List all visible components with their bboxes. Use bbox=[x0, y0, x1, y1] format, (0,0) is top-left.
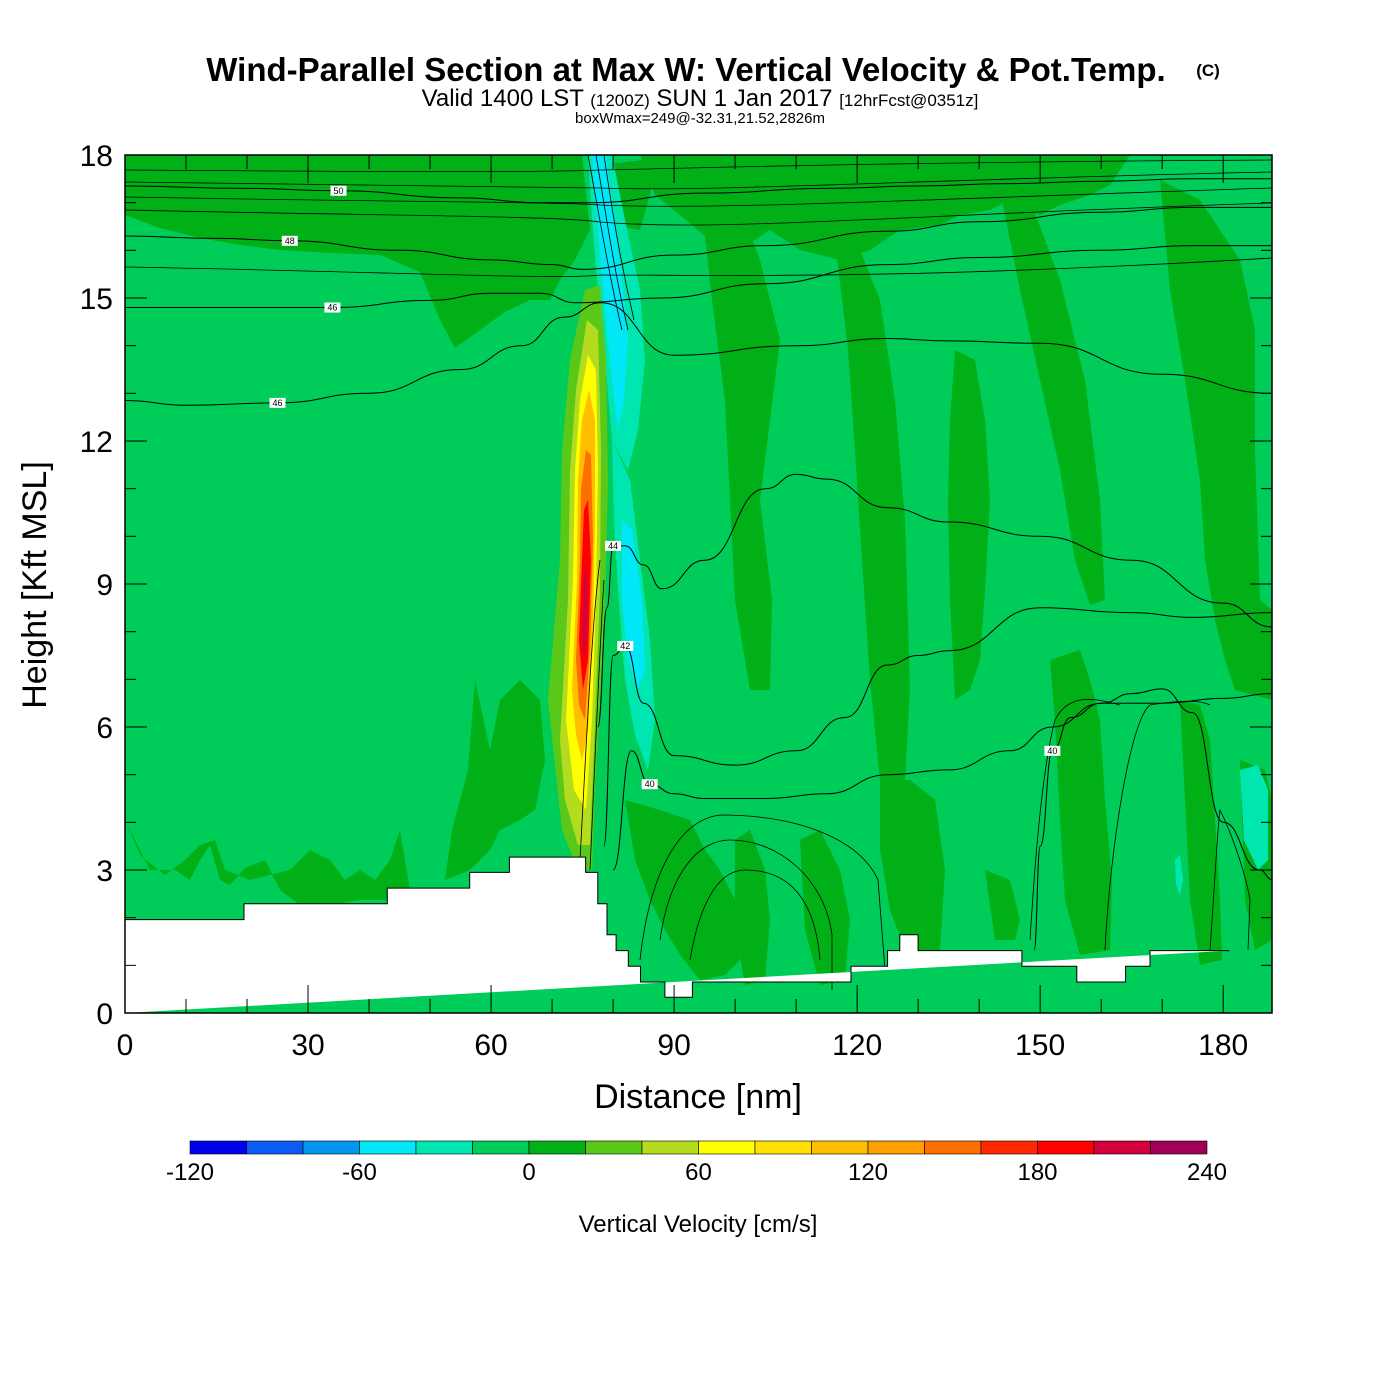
y-tick-label: 15 bbox=[80, 283, 113, 316]
colorbar-swatch bbox=[585, 1140, 643, 1155]
copyright-mark: (C) bbox=[1196, 61, 1220, 80]
contour-label: 42 bbox=[617, 640, 634, 651]
terrain-mask bbox=[124, 856, 1230, 1013]
theta-contour-line bbox=[1033, 688, 1272, 952]
svg-text:44: 44 bbox=[608, 541, 618, 551]
colorbar-swatch bbox=[1037, 1140, 1095, 1155]
forecast-info: [12hrFcst@0351z] bbox=[839, 91, 978, 110]
theta-contour-line bbox=[125, 206, 1272, 270]
contour-label: 46 bbox=[324, 302, 341, 313]
svg-text:42: 42 bbox=[620, 641, 630, 651]
chart-title: Wind-Parallel Section at Max W: Vertical… bbox=[206, 51, 1165, 88]
svg-text:40: 40 bbox=[1047, 746, 1057, 756]
colorbar-swatch bbox=[1093, 1140, 1151, 1155]
extra-contours bbox=[125, 155, 1272, 990]
valid-date: SUN 1 Jan 2017 bbox=[656, 85, 832, 112]
weak-updraft-areas bbox=[125, 155, 1272, 985]
colorbar-tick-label: -120 bbox=[166, 1159, 214, 1186]
valid-prefix: Valid 1400 LST bbox=[422, 85, 585, 112]
y-tick-label: 18 bbox=[80, 140, 113, 173]
y-tick-label: 9 bbox=[96, 569, 113, 602]
x-tick-label: 30 bbox=[291, 1029, 324, 1062]
y-axis-title: Height [Kft MSL] bbox=[16, 461, 54, 709]
colorbar-swatch bbox=[641, 1140, 699, 1155]
svg-text:48: 48 bbox=[285, 236, 295, 246]
colorbar-tick-label: 120 bbox=[848, 1159, 888, 1186]
colorbar-swatch bbox=[980, 1140, 1038, 1155]
x-axis: 0 30 60 90 120 150 180 bbox=[117, 155, 1248, 1062]
colorbar-swatch bbox=[415, 1140, 473, 1155]
colorbar-tick-label: 0 bbox=[522, 1159, 535, 1186]
theta-contour-line bbox=[125, 302, 1272, 406]
colorbar-swatch bbox=[472, 1140, 530, 1155]
valid-time-line: Valid 1400 LST (1200Z) SUN 1 Jan 2017 [1… bbox=[422, 85, 979, 112]
colorbar-swatch bbox=[698, 1140, 756, 1155]
colorbar-tick-label: 180 bbox=[1017, 1159, 1057, 1186]
x-tick-label: 90 bbox=[657, 1029, 690, 1062]
x-tick-label: 60 bbox=[474, 1029, 507, 1062]
contour-label: 48 bbox=[281, 235, 298, 246]
x-tick-label: 150 bbox=[1015, 1029, 1065, 1062]
contour-label: 46 bbox=[269, 397, 286, 408]
contour-label: 50 bbox=[330, 185, 347, 196]
colorbar-swatch bbox=[189, 1140, 247, 1155]
plot-field: 50 48 46 46 44 42 40 40 bbox=[125, 155, 1272, 1013]
colorbar-title: Vertical Velocity [cm/s] bbox=[579, 1211, 818, 1238]
svg-text:46: 46 bbox=[327, 303, 337, 313]
svg-text:46: 46 bbox=[273, 398, 283, 408]
x-tick-label: 180 bbox=[1198, 1029, 1248, 1062]
colorbar-tick-label: 60 bbox=[685, 1159, 712, 1186]
x-tick-label: 120 bbox=[832, 1029, 882, 1062]
valid-utc: (1200Z) bbox=[590, 91, 650, 110]
colorbar-tick-label: -60 bbox=[342, 1159, 377, 1186]
svg-text:40: 40 bbox=[645, 779, 655, 789]
colorbar-swatch bbox=[246, 1140, 304, 1155]
updraft-core bbox=[548, 285, 608, 870]
y-tick-label: 6 bbox=[96, 712, 113, 745]
x-axis-title: Distance [nm] bbox=[594, 1078, 802, 1116]
colorbar-swatch bbox=[811, 1140, 869, 1155]
y-axis: 0 3 6 9 12 15 18 bbox=[80, 140, 1272, 1031]
colorbar-tick-label: 240 bbox=[1187, 1159, 1227, 1186]
colorbar-swatch bbox=[528, 1140, 586, 1155]
colorbar-swatch bbox=[359, 1140, 417, 1155]
boxwmax-info: boxWmax=249@-32.31,21.52,2826m bbox=[575, 110, 825, 127]
y-tick-label: 3 bbox=[96, 855, 113, 888]
contour-label: 40 bbox=[641, 779, 658, 790]
colorbar-swatch bbox=[924, 1140, 982, 1155]
contour-labels: 50 48 46 46 44 42 40 40 bbox=[269, 185, 1061, 790]
contour-label: 40 bbox=[1044, 745, 1061, 756]
contour-label: 44 bbox=[605, 540, 622, 551]
colorbar: -120 -60 0 60 120 180 240 bbox=[166, 1140, 1227, 1186]
y-tick-label: 0 bbox=[96, 998, 113, 1031]
colorbar-swatch bbox=[754, 1140, 812, 1155]
colorbar-swatch bbox=[302, 1140, 360, 1155]
y-tick-label: 12 bbox=[80, 426, 113, 459]
colorbar-swatch bbox=[1150, 1140, 1208, 1155]
svg-text:50: 50 bbox=[334, 186, 344, 196]
x-tick-label: 0 bbox=[117, 1029, 134, 1062]
colorbar-swatch bbox=[867, 1140, 925, 1155]
